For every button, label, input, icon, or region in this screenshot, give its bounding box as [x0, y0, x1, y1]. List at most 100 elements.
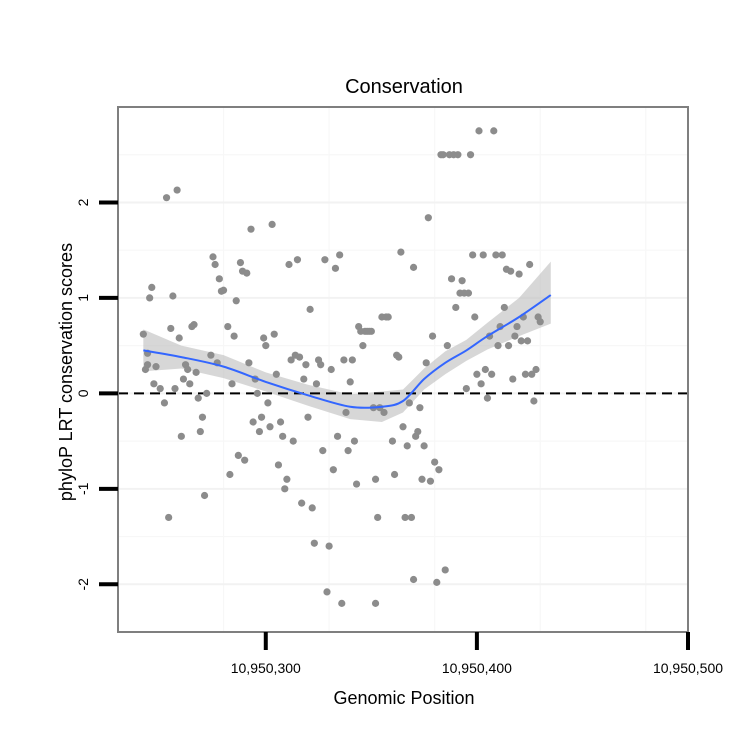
data-point [236, 258, 245, 267]
data-point [329, 466, 337, 474]
data-point [507, 267, 515, 275]
data-point [232, 297, 240, 305]
data-point [403, 442, 411, 450]
chart-title: Conservation [345, 76, 463, 98]
data-point [321, 256, 329, 264]
data-point [500, 303, 508, 312]
data-point [462, 384, 470, 393]
data-point [414, 427, 422, 436]
y-tick-label: -2 [75, 578, 91, 591]
data-point [203, 389, 211, 397]
data-point [371, 599, 380, 607]
data-point [532, 365, 540, 374]
data-point [173, 186, 181, 194]
data-point [517, 337, 525, 345]
data-point [481, 365, 489, 374]
data-point [279, 432, 287, 440]
data-point [483, 394, 492, 402]
data-point [274, 461, 283, 469]
data-point [428, 332, 437, 340]
data-point [245, 359, 253, 367]
data-point [348, 356, 356, 364]
y-tick-label: 1 [75, 294, 91, 302]
data-point [249, 418, 257, 426]
data-point [194, 394, 202, 402]
y-tick-label: -1 [75, 482, 91, 495]
data-point [340, 356, 348, 364]
data-point [253, 389, 261, 397]
data-point [338, 599, 346, 607]
smooth-trend-line [143, 294, 552, 409]
data-point [228, 380, 236, 388]
data-point [422, 359, 430, 367]
data-point [513, 322, 521, 331]
data-point [293, 256, 302, 264]
data-point [477, 380, 485, 388]
data-point [374, 513, 382, 522]
data-point [287, 356, 295, 364]
x-tick-label: 10,950,400 [442, 660, 512, 676]
data-point [186, 380, 194, 388]
data-point [526, 260, 534, 269]
data-point [268, 220, 276, 229]
data-point [162, 194, 171, 202]
data-point [384, 313, 392, 321]
data-point [224, 322, 232, 331]
data-point [198, 413, 207, 421]
data-point [380, 408, 388, 417]
confidence-band-layer [143, 261, 551, 422]
data-point [439, 151, 447, 159]
data-point [323, 588, 331, 596]
data-point [359, 342, 367, 350]
x-tick-label: 10,950,500 [653, 660, 723, 676]
data-point [475, 127, 483, 135]
data-point [215, 275, 223, 283]
data-point [409, 575, 418, 584]
data-point [139, 330, 147, 338]
data-point [257, 413, 266, 421]
data-point [494, 342, 502, 350]
data-point [433, 578, 441, 586]
data-point [388, 437, 397, 445]
data-point [169, 292, 177, 300]
data-point [247, 225, 255, 233]
smooth-line-layer [143, 294, 552, 409]
data-point [308, 504, 316, 512]
data-point [509, 375, 517, 383]
data-point [327, 365, 335, 374]
data-point [243, 269, 251, 277]
data-point [192, 368, 200, 376]
data-point [342, 408, 350, 417]
data-point [295, 353, 304, 361]
data-point [426, 477, 435, 485]
y-tick-label: 0 [75, 389, 91, 397]
data-point [160, 399, 169, 407]
data-point [146, 294, 154, 302]
data-point [367, 327, 375, 335]
data-point [276, 418, 285, 426]
data-point [490, 127, 498, 135]
data-point [171, 384, 179, 393]
data-point [424, 214, 432, 222]
data-point [336, 251, 344, 259]
data-point [177, 432, 185, 440]
data-point [405, 399, 413, 407]
data-point [325, 542, 333, 550]
data-point [167, 324, 175, 333]
data-point [175, 334, 183, 342]
data-point [152, 363, 160, 371]
data-point [281, 485, 289, 493]
data-point [452, 303, 460, 312]
x-axis-title: Genomic Position [333, 688, 474, 708]
data-point [420, 442, 428, 450]
data-point [469, 251, 477, 259]
data-point [304, 413, 312, 421]
data-point [536, 318, 544, 326]
data-point [255, 427, 264, 436]
data-point [298, 499, 306, 507]
data-point [350, 437, 359, 445]
data-point [346, 378, 354, 386]
data-point [333, 432, 342, 440]
data-point [230, 332, 238, 340]
data-point [207, 351, 215, 359]
